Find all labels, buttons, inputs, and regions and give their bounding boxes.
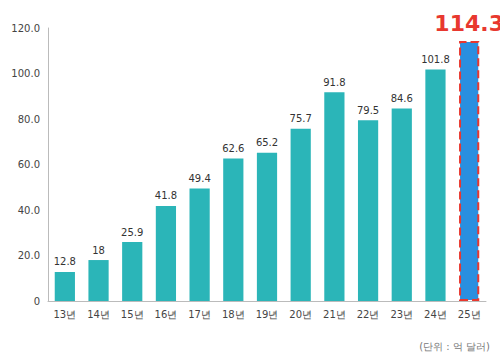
svg-text:114.3: 114.3 bbox=[434, 11, 500, 36]
svg-text:120.0: 120.0 bbox=[11, 23, 40, 34]
svg-text:40.0: 40.0 bbox=[18, 205, 40, 216]
svg-text:0: 0 bbox=[34, 296, 40, 307]
svg-text:79.5: 79.5 bbox=[357, 105, 379, 116]
svg-text:65.2: 65.2 bbox=[256, 137, 278, 148]
svg-text:19년: 19년 bbox=[256, 309, 279, 320]
svg-text:25.9: 25.9 bbox=[121, 227, 143, 238]
svg-text:60.0: 60.0 bbox=[18, 159, 40, 170]
svg-text:101.8: 101.8 bbox=[421, 54, 450, 65]
svg-text:15년: 15년 bbox=[121, 309, 144, 320]
svg-text:13년: 13년 bbox=[53, 309, 76, 320]
svg-text:(단위 : 억 달러): (단위 : 억 달러) bbox=[419, 341, 490, 352]
svg-text:18년: 18년 bbox=[222, 309, 245, 320]
svg-text:25년: 25년 bbox=[458, 309, 481, 320]
svg-text:75.7: 75.7 bbox=[290, 113, 312, 124]
svg-text:20년: 20년 bbox=[289, 309, 312, 320]
svg-text:21년: 21년 bbox=[323, 309, 346, 320]
svg-text:91.8: 91.8 bbox=[323, 77, 345, 88]
svg-text:17년: 17년 bbox=[188, 309, 211, 320]
svg-text:62.6: 62.6 bbox=[222, 143, 244, 154]
svg-text:16년: 16년 bbox=[155, 309, 178, 320]
svg-text:24년: 24년 bbox=[424, 309, 447, 320]
svg-text:12.8: 12.8 bbox=[54, 256, 76, 267]
svg-text:18: 18 bbox=[92, 245, 105, 256]
svg-text:23년: 23년 bbox=[390, 309, 413, 320]
svg-text:84.6: 84.6 bbox=[391, 93, 413, 104]
svg-text:22년: 22년 bbox=[357, 309, 380, 320]
svg-text:80.0: 80.0 bbox=[18, 114, 40, 125]
svg-text:49.4: 49.4 bbox=[188, 173, 210, 184]
svg-text:41.8: 41.8 bbox=[155, 190, 177, 201]
svg-text:100.0: 100.0 bbox=[11, 68, 40, 79]
svg-text:20.0: 20.0 bbox=[18, 250, 40, 261]
svg-text:14년: 14년 bbox=[87, 309, 110, 320]
